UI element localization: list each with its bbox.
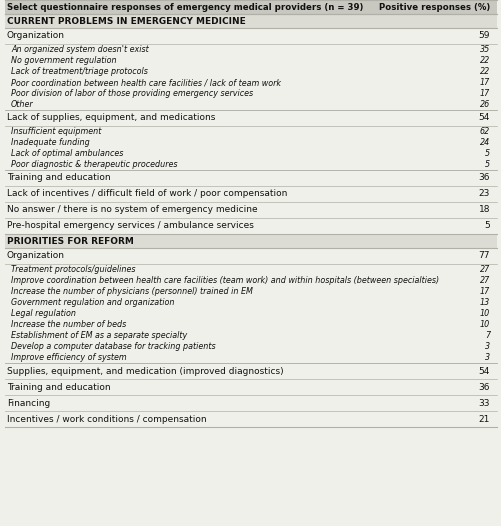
Bar [5, 159, 496, 170]
Text: Insufficient equipment: Insufficient equipment [11, 127, 101, 136]
Bar [5, 55, 496, 66]
Bar [5, 264, 496, 275]
Text: No government regulation: No government regulation [11, 56, 116, 65]
Text: Training and education: Training and education [7, 382, 110, 391]
Text: 35: 35 [479, 45, 489, 54]
Text: 10: 10 [479, 309, 489, 318]
Text: 3: 3 [484, 353, 489, 362]
Bar [5, 186, 496, 202]
Text: 22: 22 [479, 67, 489, 76]
Bar [5, 202, 496, 218]
Text: Incentives / work conditions / compensation: Incentives / work conditions / compensat… [7, 414, 206, 423]
Bar [5, 110, 496, 126]
Text: Positive responses (%): Positive responses (%) [378, 3, 489, 12]
Bar [5, 297, 496, 308]
Bar [5, 352, 496, 363]
Bar [5, 148, 496, 159]
Bar [5, 308, 496, 319]
Text: 5: 5 [483, 221, 489, 230]
Text: Establishment of EM as a separate specialty: Establishment of EM as a separate specia… [11, 331, 187, 340]
Text: Improve coordination between health care facilities (team work) and within hospi: Improve coordination between health care… [11, 276, 438, 285]
Bar [5, 363, 496, 379]
Text: 24: 24 [479, 138, 489, 147]
Text: Pre-hospital emergency services / ambulance services: Pre-hospital emergency services / ambula… [7, 221, 254, 230]
Bar [5, 0, 496, 14]
Text: No answer / there is no system of emergency medicine: No answer / there is no system of emerge… [7, 206, 257, 215]
Text: Increase the number of physicians (personnel) trained in EM: Increase the number of physicians (perso… [11, 287, 253, 296]
Text: 3: 3 [484, 342, 489, 351]
Text: An organized system doesn't exist: An organized system doesn't exist [11, 45, 148, 54]
Text: 21: 21 [477, 414, 489, 423]
Text: Treatment protocols/guidelines: Treatment protocols/guidelines [11, 265, 135, 274]
Text: PRIORITIES FOR REFORM: PRIORITIES FOR REFORM [7, 237, 134, 246]
Text: 23: 23 [477, 189, 489, 198]
Bar [5, 170, 496, 186]
Bar [5, 44, 496, 55]
Text: 10: 10 [479, 320, 489, 329]
Text: Poor coordination between health care facilities / lack of team work: Poor coordination between health care fa… [11, 78, 281, 87]
Bar [5, 28, 496, 44]
Bar [5, 275, 496, 286]
Text: Other: Other [11, 100, 34, 109]
Text: Organization: Organization [7, 32, 65, 41]
Text: Lack of incentives / difficult field of work / poor compensation: Lack of incentives / difficult field of … [7, 189, 287, 198]
Text: Poor diagnostic & therapeutic procedures: Poor diagnostic & therapeutic procedures [11, 160, 177, 169]
Text: Inadequate funding: Inadequate funding [11, 138, 90, 147]
Bar [5, 126, 496, 137]
Text: 54: 54 [477, 114, 489, 123]
Text: Increase the number of beds: Increase the number of beds [11, 320, 126, 329]
Bar [5, 137, 496, 148]
Text: 62: 62 [479, 127, 489, 136]
Bar [5, 319, 496, 330]
Text: Lack of optimal ambulances: Lack of optimal ambulances [11, 149, 123, 158]
Text: 5: 5 [484, 149, 489, 158]
Text: Lack of supplies, equipment, and medications: Lack of supplies, equipment, and medicat… [7, 114, 215, 123]
Text: Training and education: Training and education [7, 174, 110, 183]
Text: 22: 22 [479, 56, 489, 65]
Text: 13: 13 [479, 298, 489, 307]
Text: 26: 26 [479, 100, 489, 109]
Bar [5, 395, 496, 411]
Text: 18: 18 [477, 206, 489, 215]
Bar [5, 218, 496, 234]
Bar [5, 99, 496, 110]
Text: 59: 59 [477, 32, 489, 41]
Text: Poor division of labor of those providing emergency services: Poor division of labor of those providin… [11, 89, 253, 98]
Text: 33: 33 [477, 399, 489, 408]
Text: Improve efficiency of system: Improve efficiency of system [11, 353, 126, 362]
Text: CURRENT PROBLEMS IN EMERGENCY MEDICINE: CURRENT PROBLEMS IN EMERGENCY MEDICINE [7, 16, 245, 25]
Text: 27: 27 [479, 276, 489, 285]
Text: 27: 27 [479, 265, 489, 274]
Bar [5, 14, 496, 28]
Bar [5, 66, 496, 77]
Text: 17: 17 [479, 78, 489, 87]
Text: Organization: Organization [7, 251, 65, 260]
Text: Lack of treatment/triage protocols: Lack of treatment/triage protocols [11, 67, 148, 76]
Text: 7: 7 [484, 331, 489, 340]
Text: Develop a computer database for tracking patients: Develop a computer database for tracking… [11, 342, 215, 351]
Bar [5, 330, 496, 341]
Bar [5, 379, 496, 395]
Bar [5, 341, 496, 352]
Bar [5, 77, 496, 88]
Text: Supplies, equipment, and medication (improved diagnostics): Supplies, equipment, and medication (imp… [7, 367, 283, 376]
Text: Government regulation and organization: Government regulation and organization [11, 298, 174, 307]
Bar [5, 286, 496, 297]
Text: Select questionnaire responses of emergency medical providers (n = 39): Select questionnaire responses of emerge… [7, 3, 363, 12]
Bar [5, 88, 496, 99]
Text: 17: 17 [479, 287, 489, 296]
Text: Legal regulation: Legal regulation [11, 309, 76, 318]
Text: 17: 17 [479, 89, 489, 98]
Bar [5, 248, 496, 264]
Text: 36: 36 [477, 382, 489, 391]
Text: 5: 5 [484, 160, 489, 169]
Bar [5, 234, 496, 248]
Text: Financing: Financing [7, 399, 50, 408]
Text: 36: 36 [477, 174, 489, 183]
Text: 77: 77 [477, 251, 489, 260]
Text: 54: 54 [477, 367, 489, 376]
Bar [5, 411, 496, 427]
